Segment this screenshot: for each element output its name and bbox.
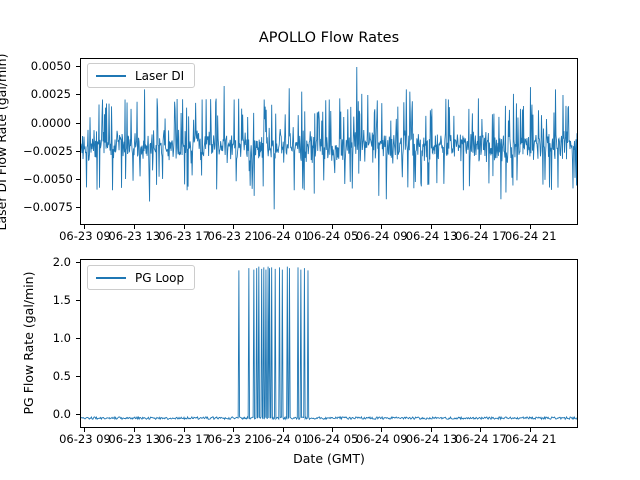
x-tick-label: 06-23 09: [59, 229, 111, 243]
x-tick-label: 06-23 17: [158, 229, 210, 243]
top-plot-line-series: [80, 66, 578, 210]
x-tick-label: 06-23 13: [108, 432, 161, 446]
x-tick-label: 06-24 05: [306, 229, 359, 243]
y-tick-mark: [76, 122, 80, 124]
x-tick-label: 06-24 01: [257, 432, 310, 446]
x-tick-mark: [183, 428, 185, 432]
y-tick-mark: [76, 66, 80, 68]
y-tick-label: −0.0050: [23, 171, 73, 186]
x-tick-mark: [431, 428, 433, 432]
x-tick-label: 06-23 17: [158, 432, 210, 446]
y-tick-mark: [76, 299, 80, 301]
y-tick-label: 0.0025: [30, 87, 71, 102]
y-tick-label: 0.0: [52, 406, 71, 421]
x-tick-label: 06-23 13: [108, 229, 161, 243]
y-tick-label: 1.0: [52, 330, 71, 345]
top-legend: Laser DI: [87, 63, 196, 88]
y-tick-label: −0.0025: [23, 143, 73, 158]
x-tick-label: 06-24 05: [306, 432, 359, 446]
x-tick-label: 06-24 17: [455, 229, 507, 243]
x-tick-mark: [381, 225, 383, 229]
y-tick-mark: [76, 337, 80, 339]
x-tick-mark: [480, 428, 482, 432]
y-tick-mark: [76, 94, 80, 96]
bottom-plot-line-series: [80, 266, 578, 421]
y-tick-label: −0.0075: [23, 199, 73, 214]
x-tick-mark: [84, 428, 86, 432]
y-tick-label: 0.5: [52, 368, 71, 383]
y-tick-mark: [76, 261, 80, 263]
x-tick-label: 06-24 09: [355, 432, 408, 446]
chart-title: APOLLO Flow Rates: [258, 30, 400, 46]
x-tick-mark: [530, 225, 532, 229]
x-tick-mark: [133, 428, 135, 432]
x-tick-label: 06-24 13: [405, 229, 458, 243]
bottom-legend-label: PG Loop: [135, 270, 185, 285]
bottom-legend: PG Loop: [87, 265, 196, 290]
x-tick-mark: [381, 428, 383, 432]
y-tick-mark: [76, 178, 80, 180]
y-tick-label: 1.5: [52, 292, 71, 307]
x-tick-mark: [282, 428, 284, 432]
y-tick-label: 0.0000: [30, 115, 71, 130]
x-tick-label: 06-23 09: [59, 432, 111, 446]
x-tick-mark: [84, 225, 86, 229]
x-tick-label: 06-24 21: [504, 432, 557, 446]
x-tick-mark: [331, 225, 333, 229]
laser-di-legend-line-icon: [96, 74, 126, 77]
x-tick-label: 06-23 21: [207, 229, 260, 243]
x-tick-mark: [232, 428, 234, 432]
x-tick-label: 06-24 13: [405, 432, 458, 446]
y-tick-mark: [76, 413, 80, 415]
x-tick-label: 06-24 01: [257, 229, 310, 243]
y-tick-label: 2.0: [52, 254, 71, 269]
y-tick-mark: [76, 375, 80, 377]
top-legend-label: Laser DI: [135, 68, 185, 83]
x-tick-label: 06-23 21: [207, 432, 260, 446]
x-tick-mark: [331, 428, 333, 432]
x-tick-mark: [530, 428, 532, 432]
pg-loop-legend-line-icon: [96, 276, 126, 279]
x-tick-label: 06-24 17: [455, 432, 507, 446]
y-tick-label: 0.0050: [30, 59, 71, 74]
x-tick-mark: [183, 225, 185, 229]
x-axis-label: Date (GMT): [293, 451, 365, 466]
x-tick-label: 06-24 09: [355, 229, 408, 243]
x-tick-mark: [480, 225, 482, 229]
x-tick-mark: [431, 225, 433, 229]
x-tick-mark: [133, 225, 135, 229]
top-y-axis-label: Laser DI Flow Rate (gal/min): [0, 53, 9, 231]
y-tick-mark: [76, 206, 80, 208]
y-tick-mark: [76, 150, 80, 152]
x-tick-label: 06-24 21: [504, 229, 557, 243]
x-tick-mark: [282, 225, 284, 229]
x-tick-mark: [232, 225, 234, 229]
